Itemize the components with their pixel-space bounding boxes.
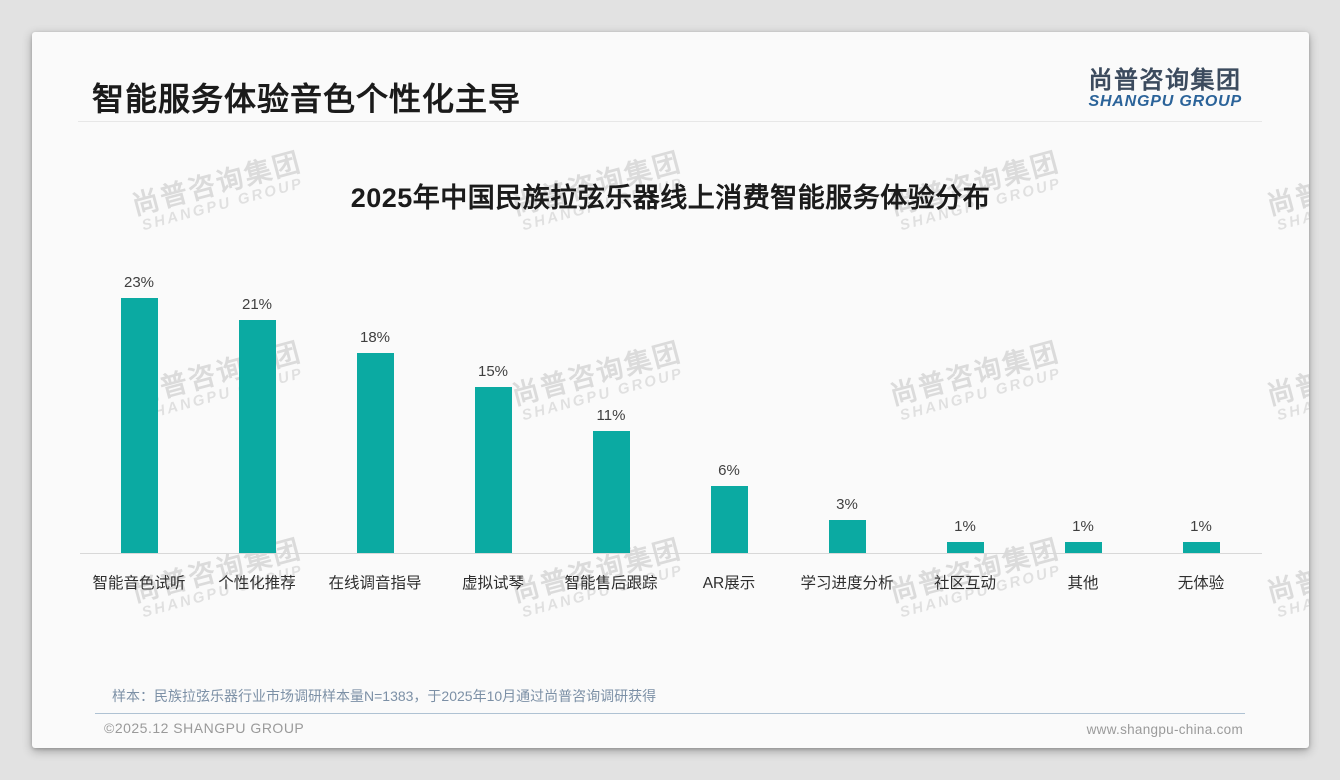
bar-value-label: 11%: [596, 406, 626, 424]
bar: [238, 319, 276, 553]
bar-value-label: 6%: [718, 462, 740, 480]
category-label: 学习进度分析: [800, 575, 894, 592]
bar-value-label: 3%: [836, 495, 858, 513]
category-label: AR展示: [702, 575, 756, 592]
category-label: 其他: [1067, 575, 1099, 592]
bar: [1182, 541, 1220, 553]
logo-chinese-text: 尚普咨询集团: [1088, 67, 1242, 94]
header-divider: [78, 121, 1262, 122]
bar: [356, 353, 394, 553]
category-label: 社区互动: [933, 575, 996, 592]
bar-value-label: 21%: [241, 295, 273, 313]
category-axis: 智能音色试听 个性化推荐 在线调音指导 虚拟试琴 智能售后跟踪 AR展示 学习进度分析 社区互…: [80, 571, 1262, 597]
bar: [946, 541, 984, 553]
plot-area: 23% 21% 18% 15% 11% 6% 3% 1% 1% 1%: [80, 153, 1262, 553]
bar: [828, 519, 866, 553]
bar-value-label: 23%: [123, 273, 155, 291]
category-label: 无体验: [1177, 575, 1225, 592]
category-label: 个性化推荐: [218, 575, 296, 592]
company-logo: 尚普咨询集团 SHANGPU GROUP: [1088, 67, 1242, 111]
watermark-english-text: SHANGPU GROUP: [1275, 562, 1309, 622]
footer-divider: [95, 713, 1245, 714]
bar-value-label: 15%: [477, 362, 509, 380]
logo-english-text: SHANGPU GROUP: [1088, 93, 1242, 111]
bar: [1064, 541, 1102, 553]
bar: [592, 430, 630, 553]
bar-value-label: 1%: [954, 517, 976, 535]
report-slide: 尚普咨询集团 SHANGPU GROUP 尚普咨询集团 SHANGPU GROUP 尚普…: [32, 32, 1309, 748]
category-label: 智能售后跟踪: [564, 575, 658, 592]
category-label: 在线调音指导: [328, 575, 422, 592]
sample-note: 样本：民族拉弦乐器行业市场调研样本量N=1383，于2025年10月通过尚普咨询…: [112, 688, 657, 704]
x-axis-line: [80, 553, 1262, 554]
bar-value-label: 1%: [1190, 517, 1212, 535]
chart-title: 2025年中国民族拉弦乐器线上消费智能服务体验分布: [350, 183, 991, 213]
footer-website: www.shangpu-china.com: [1086, 722, 1243, 737]
category-label: 虚拟试琴: [461, 575, 524, 592]
bar: [474, 386, 512, 553]
bar-value-label: 18%: [359, 329, 391, 347]
category-label: 智能音色试听: [92, 575, 186, 592]
watermark-english-text: SHANGPU GROUP: [1275, 365, 1309, 425]
bar-value-label: 1%: [1072, 517, 1094, 535]
page-title: 智能服务体验音色个性化主导: [92, 81, 522, 117]
bar: [710, 486, 748, 553]
footer-copyright: ©2025.12 SHANGPU GROUP: [104, 720, 305, 736]
bar: [120, 297, 158, 553]
watermark-chinese-text: 尚普咨询集团: [1263, 336, 1309, 411]
